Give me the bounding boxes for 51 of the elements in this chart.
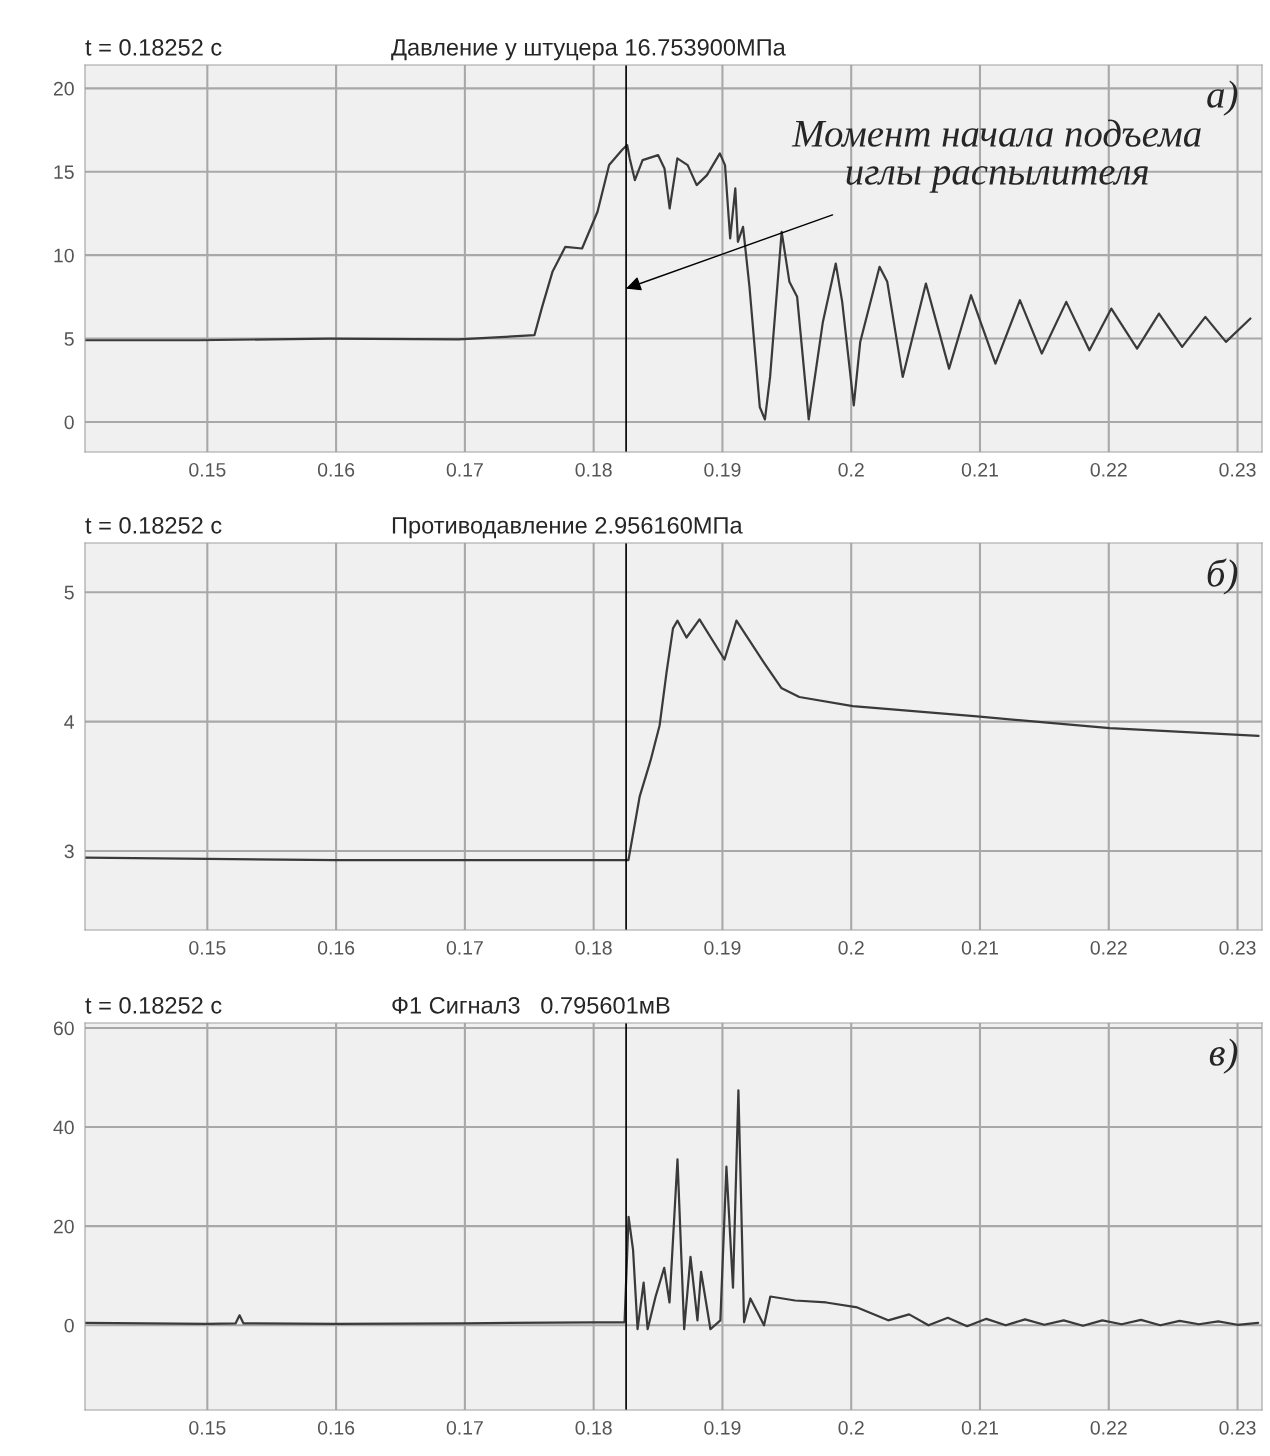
- x-tick-label: 0.15: [189, 1420, 226, 1435]
- x-tick-label: 0.16: [317, 1420, 355, 1435]
- y-tick-label: 5: [64, 332, 74, 346]
- x-tick-label: 0.19: [704, 462, 741, 477]
- chart-title: Давление у штуцера 16.753900МПа: [391, 38, 786, 61]
- x-tick-label: 0.16: [317, 462, 355, 477]
- y-tick-label: 60: [53, 1021, 74, 1036]
- y-tick-label: 10: [54, 248, 74, 263]
- chart-title: Ф1 Сигнал3 0.795601мВ: [392, 996, 670, 1014]
- chart-subtitle: t = 0.18252 c: [85, 516, 222, 534]
- x-tick-label: 0.15: [189, 940, 226, 955]
- x-tick-label: 0.2: [838, 940, 864, 955]
- x-tick-label: 0.22: [1090, 462, 1127, 477]
- x-tick-label: 0.2: [838, 1420, 864, 1435]
- line-series: [85, 1089, 1260, 1331]
- x-tick-label: 0.18: [575, 940, 612, 955]
- annotation: б): [1207, 558, 1238, 595]
- x-tick-label: 0.21: [961, 462, 998, 477]
- x-tick-label: 0.16: [317, 940, 355, 955]
- x-tick-label: 0.21: [961, 940, 998, 955]
- x-tick-label: 0.22: [1090, 1420, 1127, 1435]
- x-tick-label: 0.18: [575, 1420, 612, 1435]
- x-tick-label: 0.23: [1219, 940, 1256, 955]
- y-tick-label: 40: [53, 1120, 74, 1135]
- annotation: а): [1207, 80, 1238, 116]
- x-tick-label: 0.17: [446, 462, 483, 477]
- x-tick-label: 0.19: [704, 1420, 741, 1435]
- y-tick-label: 20: [53, 1219, 74, 1234]
- x-tick-label: 0.17: [446, 1420, 483, 1435]
- x-tick-label: 0.17: [446, 940, 483, 955]
- x-tick-label: 0.19: [704, 940, 741, 955]
- y-tick-label: 15: [54, 165, 74, 179]
- x-tick-label: 0.15: [189, 462, 226, 477]
- chart-subtitle: t = 0.18252 c: [85, 996, 222, 1014]
- annotation: Момент начала подъема иглы распылителя: [791, 119, 1201, 193]
- annotation: в): [1209, 1038, 1238, 1074]
- x-tick-label: 0.2: [838, 462, 864, 477]
- chart-subtitle: t = 0.18252 c: [85, 38, 222, 56]
- chart-title: Противодавление 2.956160МПа: [392, 516, 743, 539]
- y-tick-label: 4: [64, 715, 75, 729]
- y-tick-label: 0: [64, 415, 74, 430]
- x-tick-label: 0.21: [961, 1420, 998, 1435]
- y-tick-label: 3: [64, 844, 74, 859]
- x-tick-label: 0.18: [575, 462, 612, 477]
- line-series: [85, 618, 1260, 862]
- x-tick-label: 0.23: [1219, 1420, 1256, 1435]
- x-tick-label: 0.22: [1090, 940, 1127, 955]
- y-tick-label: 20: [53, 81, 74, 96]
- y-tick-label: 5: [64, 585, 74, 600]
- y-tick-label: 0: [64, 1318, 74, 1333]
- x-tick-label: 0.23: [1219, 462, 1256, 477]
